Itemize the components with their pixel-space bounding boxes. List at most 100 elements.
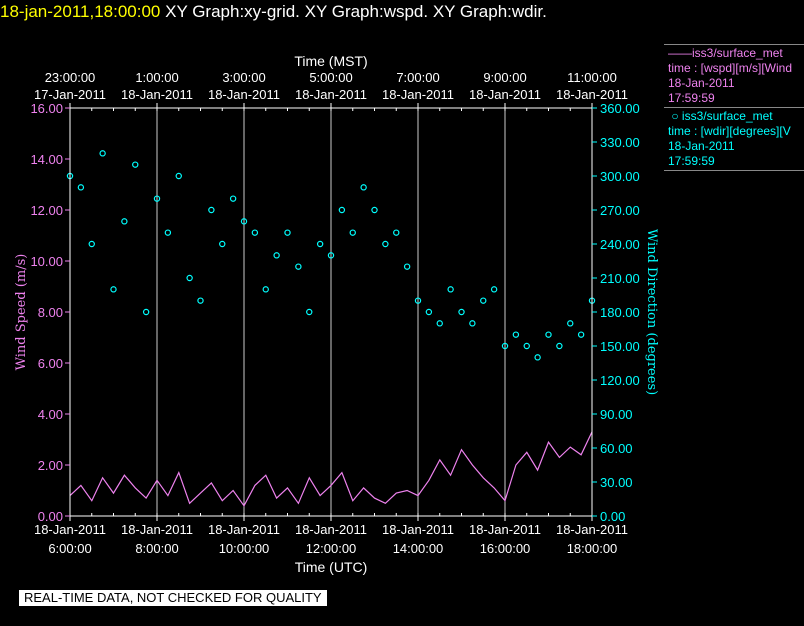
y-right-tick-label: 0.00 <box>600 509 625 524</box>
x-bottom-tick-label: 14:00:00 <box>393 541 444 556</box>
wdir-point <box>273 252 280 259</box>
wdir-point <box>523 342 530 350</box>
wdir-point <box>132 161 139 168</box>
x-top-tick-date: 18-Jan-2011 <box>556 87 628 102</box>
header-title: 18-jan-2011,18:00:00 XY Graph:xy-grid. X… <box>0 0 547 28</box>
x-bottom-tick-date: 18-Jan-2011 <box>382 522 454 537</box>
x-top-tick-date: 18-Jan-2011 <box>295 87 367 102</box>
x-bottom-tick-date: 18-Jan-2011 <box>295 522 367 537</box>
y-left-tick-label: 10.00 <box>30 254 63 269</box>
wdir-point <box>382 240 389 248</box>
wdir-point <box>121 218 128 225</box>
legend-entry-wdir: ○ iss3/surface_met time : [wdir][degrees… <box>664 108 804 171</box>
x-top-tick-date: 18-Jan-2011 <box>469 87 541 102</box>
series-wspd <box>69 431 593 507</box>
wdir-point <box>229 195 237 202</box>
wdir-point <box>306 308 313 316</box>
wdir-point <box>458 308 465 316</box>
y-left-tick-label: 12.00 <box>30 203 63 218</box>
y-left-tick-label: 0.00 <box>38 509 63 524</box>
legend-wdir-variable: time : [wdir][degrees][V <box>668 124 791 138</box>
legend-wspd-time: 17:59:59 <box>668 91 715 105</box>
wdir-point <box>545 331 552 338</box>
wdir-point <box>142 308 150 316</box>
wdir-point <box>349 229 356 236</box>
x-top-tick-label: 1:00:00 <box>135 70 178 85</box>
wdir-point <box>240 218 248 225</box>
wdir-point <box>447 286 454 293</box>
x-bottom-tick-date: 18-Jan-2011 <box>208 522 280 537</box>
wdir-point <box>77 184 85 191</box>
legend: ——iss3/surface_met time : [wspd][m/s][Wi… <box>664 44 804 171</box>
y-right-tick-label: 270.00 <box>600 203 640 218</box>
y-right-tick-label: 180.00 <box>600 305 640 320</box>
wdir-point <box>371 206 378 214</box>
grid-lines <box>156 108 506 516</box>
axis-ticks <box>65 103 597 521</box>
header-timestamp: 18-jan-2011,18:00:00 <box>0 2 161 21</box>
x-top-tick-date: 17-Jan-2011 <box>34 87 106 102</box>
wdir-point <box>490 286 498 293</box>
legend-wspd-source: iss3/surface_met <box>692 46 783 60</box>
wdir-point <box>480 297 487 304</box>
x-top-tick-label: 9:00:00 <box>483 70 526 85</box>
y-right-tick-label: 330.00 <box>600 135 640 150</box>
x-top-tick-label: 3:00:00 <box>222 70 265 85</box>
y-left-tick-label: 4.00 <box>38 407 63 422</box>
wdir-point <box>512 331 520 338</box>
y-right-tick-label: 210.00 <box>600 271 640 286</box>
wdir-point <box>534 354 541 361</box>
legend-wdir-date: 18-Jan-2011 <box>668 139 735 153</box>
x-bottom-tick-date: 18-Jan-2011 <box>34 522 106 537</box>
wdir-point <box>425 308 433 316</box>
wdir-point <box>436 320 443 327</box>
x-bottom-tick-label: 6:00:00 <box>48 541 91 556</box>
y-left-tick-label: 2.00 <box>38 458 63 473</box>
legend-wdir-time: 17:59:59 <box>668 154 715 168</box>
wdir-point <box>567 320 574 327</box>
axis-labels: 23:00:00 17-Jan-2011 1:00:00 18-Jan-2011 3:0… <box>14 53 659 575</box>
legend-circle-marker: ○ <box>668 109 682 123</box>
legend-line-marker: —— <box>668 46 692 60</box>
y-left-axis-title: Wind Speed (m/s) <box>14 254 29 371</box>
wdir-point <box>175 172 182 180</box>
x-bottom-tick-label: 18:00:00 <box>567 541 618 556</box>
x-bottom-tick-date: 18-Jan-2011 <box>556 522 628 537</box>
x-top-tick-date: 18-Jan-2011 <box>121 87 193 102</box>
wdir-point <box>197 297 204 304</box>
x-top-tick-label: 23:00:00 <box>45 70 96 85</box>
wdir-point <box>360 184 367 191</box>
wdir-point <box>556 342 563 350</box>
x-top-tick-label: 7:00:00 <box>396 70 439 85</box>
wdir-point <box>186 274 193 282</box>
x-top-tick-label: 11:00:00 <box>567 70 617 85</box>
legend-wspd-date: 18-Jan-2011 <box>668 76 735 90</box>
wspd-line <box>69 431 593 507</box>
wdir-point <box>327 252 335 259</box>
y-right-tick-label: 120.00 <box>600 373 640 388</box>
wdir-point <box>262 286 269 293</box>
y-left-tick-label: 14.00 <box>30 152 63 167</box>
x-top-tick-date: 18-Jan-2011 <box>208 87 280 102</box>
y-right-tick-label: 240.00 <box>600 237 640 252</box>
wdir-point <box>295 263 302 270</box>
wdir-point <box>338 206 346 214</box>
wdir-point <box>469 320 476 327</box>
y-right-axis-title: Wind Direction (degrees) <box>644 229 659 395</box>
y-right-tick-label: 30.00 <box>600 475 633 490</box>
wdir-point <box>403 263 411 270</box>
y-right-tick-label: 60.00 <box>600 441 633 456</box>
x-bottom-tick-date: 18-Jan-2011 <box>469 522 541 537</box>
wdir-point <box>208 206 215 214</box>
wdir-point <box>153 195 161 202</box>
y-right-tick-label: 150.00 <box>600 339 640 354</box>
wdir-point <box>164 229 172 236</box>
y-right-tick-label: 360.00 <box>600 101 640 116</box>
x-top-tick-label: 5:00:00 <box>309 70 352 85</box>
y-right-tick-label: 300.00 <box>600 169 640 184</box>
legend-wdir-source: iss3/surface_met <box>681 109 773 123</box>
x-bottom-tick-label: 16:00:00 <box>480 541 531 556</box>
x-top-axis-title: Time (MST) <box>294 53 367 69</box>
quality-banner: REAL-TIME DATA, NOT CHECKED FOR QUALITY <box>19 590 327 606</box>
